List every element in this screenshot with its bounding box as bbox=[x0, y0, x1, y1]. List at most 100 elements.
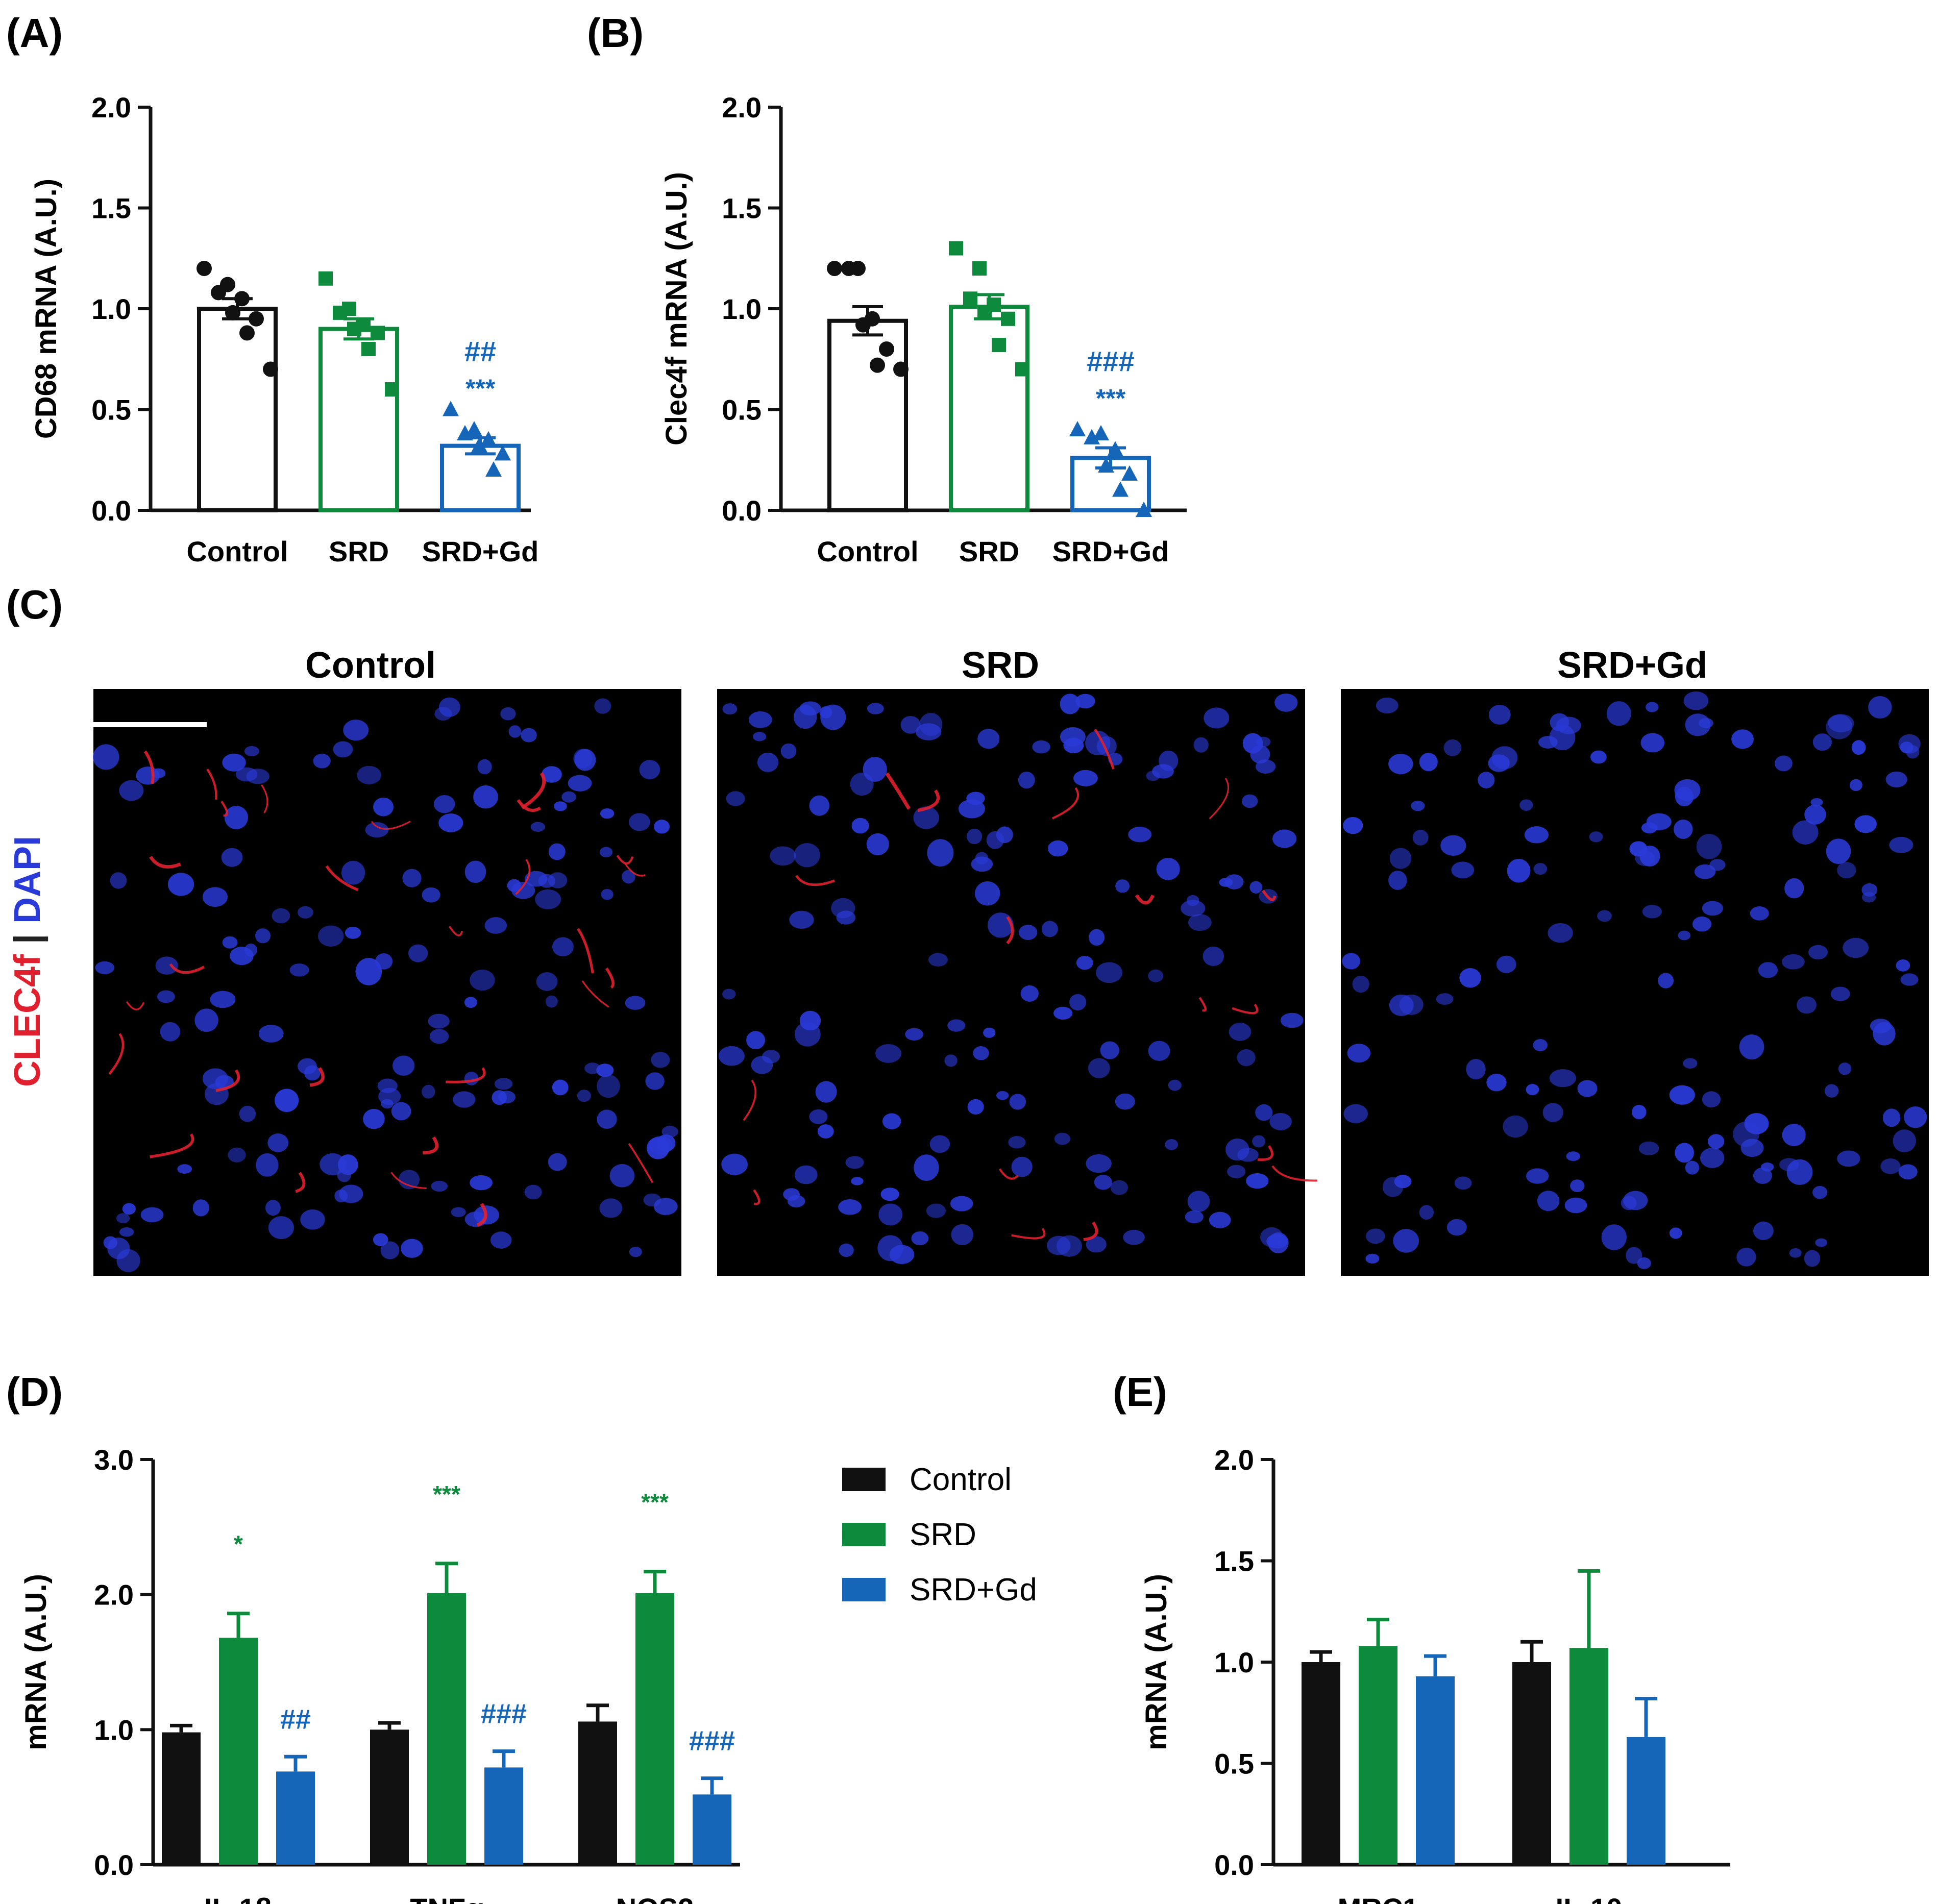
data-point bbox=[443, 401, 459, 416]
kupffer-cell-stain bbox=[521, 772, 546, 809]
bar bbox=[693, 1794, 731, 1865]
nucleus bbox=[1219, 878, 1233, 887]
nucleus bbox=[1685, 1160, 1700, 1175]
nucleus bbox=[1073, 770, 1098, 786]
nucleus bbox=[508, 725, 522, 738]
nucleus bbox=[431, 1180, 448, 1192]
nucleus bbox=[1556, 716, 1581, 734]
nucleus bbox=[1692, 916, 1712, 932]
nucleus bbox=[1550, 1069, 1576, 1087]
nucleus bbox=[392, 1055, 415, 1076]
nucleus bbox=[817, 1124, 834, 1139]
x-tick-label: Control bbox=[186, 535, 288, 567]
nucleus bbox=[1753, 1221, 1774, 1241]
kupffer-cell-stain bbox=[215, 1069, 240, 1093]
nucleus bbox=[1851, 740, 1866, 755]
data-point bbox=[485, 461, 502, 477]
nucleus bbox=[809, 795, 830, 816]
nucleus bbox=[265, 1200, 281, 1216]
y-tick-label: 0.0 bbox=[91, 494, 131, 527]
nucleus bbox=[1740, 1139, 1764, 1157]
nucleus bbox=[239, 1105, 256, 1122]
stain-label-separator: | bbox=[7, 924, 48, 954]
nucleus bbox=[1804, 804, 1826, 825]
nucleus bbox=[1146, 771, 1160, 781]
nucleus bbox=[1524, 826, 1549, 844]
kupffer-cell-stain bbox=[169, 963, 205, 974]
nucleus bbox=[599, 847, 613, 858]
kupffer-cell-stain bbox=[309, 1067, 325, 1087]
nucleus bbox=[1272, 829, 1297, 848]
nucleus bbox=[1658, 973, 1674, 988]
nucleus bbox=[333, 741, 353, 758]
nucleus bbox=[136, 766, 160, 785]
nucleus bbox=[722, 988, 736, 1000]
nucleus bbox=[464, 997, 477, 1008]
nucleus bbox=[380, 1241, 400, 1259]
nucleus bbox=[1342, 953, 1360, 970]
nucleus bbox=[1731, 729, 1754, 749]
nucleus bbox=[1365, 1253, 1380, 1264]
nucleus bbox=[365, 822, 389, 838]
chart-cd68: 0.0 0.5 1.0 1.5 2.0 CD68 mRNA (A.U.) Control SR… bbox=[30, 91, 538, 567]
data-point bbox=[318, 271, 333, 286]
y-tick-label: 2.0 bbox=[91, 91, 131, 123]
nucleus bbox=[1637, 1257, 1651, 1269]
data-point bbox=[197, 261, 212, 276]
nucleus bbox=[244, 746, 259, 757]
x-tick-label: SRD bbox=[959, 535, 1019, 567]
nucleus bbox=[256, 1153, 279, 1177]
kupffer-cell-stain bbox=[1232, 1003, 1259, 1015]
nucleus bbox=[1488, 705, 1511, 725]
nucleus bbox=[809, 1109, 828, 1124]
nucleus bbox=[297, 906, 313, 919]
nucleus bbox=[820, 704, 846, 730]
nucleus bbox=[757, 752, 779, 772]
nucleus bbox=[119, 1227, 134, 1237]
y-tick-label: 0.0 bbox=[94, 1849, 134, 1881]
nucleus bbox=[661, 1126, 678, 1138]
annotation: ### bbox=[481, 1699, 527, 1729]
nucleus bbox=[974, 881, 1000, 906]
nucleus bbox=[574, 749, 596, 771]
nucleus bbox=[1229, 1023, 1252, 1041]
chart-clec4f: 0.0 0.5 1.0 1.5 2.0 Clec4f mRNA (A.U.) Control… bbox=[660, 91, 1187, 567]
x-tick-label: SRD bbox=[329, 535, 389, 567]
nucleus bbox=[1089, 929, 1105, 946]
nucleus bbox=[882, 1113, 901, 1130]
x-tick-label: IL-10 bbox=[1556, 1892, 1623, 1904]
nucleus bbox=[1885, 771, 1907, 787]
nucleus bbox=[373, 1233, 388, 1246]
nucleus bbox=[1088, 1058, 1110, 1078]
nucleus bbox=[289, 963, 309, 977]
nucleus bbox=[1388, 754, 1413, 775]
legend: Control SRD SRD+Gd bbox=[842, 1462, 1037, 1608]
nucleus bbox=[341, 860, 365, 885]
nucleus bbox=[160, 1022, 181, 1042]
nucleus bbox=[1893, 1129, 1916, 1153]
nucleus bbox=[1597, 910, 1612, 922]
annotation: ## bbox=[280, 1704, 311, 1735]
bar bbox=[1302, 1662, 1340, 1865]
nucleus bbox=[494, 1078, 513, 1090]
nucleus bbox=[947, 1019, 966, 1032]
kupffer-cell-stain bbox=[1083, 1221, 1098, 1241]
nucleus bbox=[548, 1153, 567, 1171]
nucleus bbox=[794, 1022, 821, 1047]
data-point bbox=[466, 421, 482, 436]
nucleus bbox=[1241, 794, 1258, 808]
stain-label-dapi: DAPI bbox=[7, 836, 48, 924]
kupffer-cell-stain bbox=[295, 1172, 306, 1193]
data-point bbox=[1136, 502, 1152, 517]
nucleus bbox=[477, 759, 492, 775]
nucleus bbox=[221, 848, 243, 867]
kupffer-cell-stain bbox=[1271, 1165, 1317, 1182]
kupffer-cell-stain bbox=[126, 1001, 145, 1010]
nucleus bbox=[1638, 1141, 1659, 1155]
legend-swatch-control bbox=[842, 1468, 886, 1491]
micrograph-stain-label: CLEC4f | DAPI bbox=[7, 836, 48, 1087]
nucleus bbox=[1419, 1205, 1434, 1220]
nucleus bbox=[554, 801, 567, 811]
nucleus bbox=[1810, 798, 1823, 807]
nucleus bbox=[950, 1196, 973, 1211]
